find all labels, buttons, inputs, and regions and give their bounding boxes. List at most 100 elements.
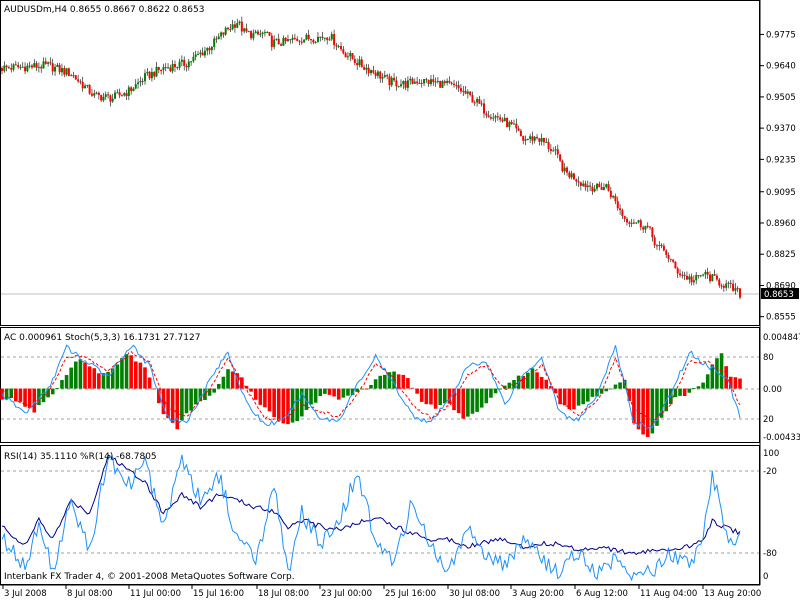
- candle: [35, 60, 38, 72]
- price-tick: 0.8960: [760, 219, 796, 229]
- ac-bar: [290, 388, 295, 423]
- ac-bar: [309, 388, 313, 405]
- candle: [310, 38, 313, 45]
- candle: [568, 170, 571, 179]
- ac-bar: [184, 388, 189, 414]
- candle: [333, 29, 336, 50]
- candle: [351, 52, 354, 60]
- candle: [665, 249, 668, 259]
- candle: [609, 186, 612, 200]
- time-axis: 3 Jul 2008 8 Jul 08:00 11 Jul 00:00 15 J…: [0, 584, 761, 599]
- candle: [536, 134, 539, 140]
- candle: [522, 135, 525, 145]
- price-tick-label: 0.9235: [766, 155, 796, 165]
- candle: [203, 46, 206, 59]
- ac-axis-label-min: -0.00433: [763, 433, 800, 443]
- ac-bar: [526, 372, 530, 389]
- candle: [130, 86, 133, 95]
- candle: [418, 78, 421, 84]
- candle: [674, 261, 677, 269]
- ac-bar: [479, 388, 484, 408]
- candle: [143, 69, 146, 85]
- candle: [739, 288, 741, 300]
- ac-bar: [230, 371, 235, 389]
- candle: [19, 64, 22, 70]
- candle: [439, 80, 442, 88]
- time-label: 8 Jul 08:00: [65, 585, 113, 599]
- ac-bar: [212, 388, 216, 393]
- ac-bar: [129, 355, 133, 389]
- candle: [388, 73, 391, 91]
- ac-bar: [715, 358, 719, 389]
- candle: [499, 114, 502, 123]
- candle: [10, 63, 13, 73]
- candle: [305, 32, 308, 41]
- ac-bar: [396, 374, 401, 389]
- candle: [736, 286, 739, 293]
- current-price-label: 0.8653: [764, 290, 794, 300]
- ac-bar: [14, 388, 18, 402]
- candle: [386, 73, 389, 80]
- candle: [466, 89, 469, 99]
- ac-bar: [323, 388, 327, 394]
- ac-bar: [207, 388, 212, 396]
- candle: [328, 36, 331, 41]
- candle: [655, 243, 658, 250]
- candle: [125, 89, 128, 101]
- candle: [607, 180, 610, 192]
- time-label-text: 18 Jul 08:00: [258, 589, 309, 599]
- candle: [729, 280, 732, 289]
- candle: [134, 79, 137, 90]
- candle: [270, 32, 273, 51]
- price-tick-label: 0.9640: [766, 62, 796, 72]
- candle: [722, 283, 725, 292]
- candle: [298, 40, 301, 46]
- candle: [704, 269, 707, 279]
- rsi-axis-label-minus-80: -80: [763, 549, 777, 559]
- candle: [51, 58, 54, 76]
- ac-bar: [604, 388, 609, 392]
- ac-bar: [632, 388, 636, 424]
- ac-bar: [364, 388, 369, 390]
- candle: [28, 61, 31, 69]
- candle: [621, 208, 624, 220]
- time-label: 30 Jul 08:00: [447, 585, 500, 599]
- candle: [706, 267, 709, 279]
- ac-bar: [415, 388, 419, 394]
- candle: [584, 180, 587, 191]
- candle: [33, 59, 36, 68]
- candle: [208, 46, 211, 55]
- price-axis: 0.9775 0.9640 0.9505 0.9370 0.9235 0.9095 0.89…: [760, 30, 796, 323]
- time-label: 11 Jul 00:00: [128, 585, 181, 599]
- ac-bar: [410, 387, 415, 389]
- candle: [259, 29, 262, 38]
- candle: [254, 29, 257, 34]
- candle: [531, 131, 534, 145]
- price-tick: 0.8825: [760, 250, 796, 260]
- candle: [658, 240, 661, 251]
- ac-bar: [41, 388, 46, 403]
- candle: [653, 234, 656, 248]
- main-price-panel[interactable]: AUDUSDm,H4 0.8655 0.8667 0.8622 0.8653 0…: [0, 0, 800, 326]
- candle: [589, 181, 592, 191]
- candle: [86, 84, 89, 88]
- candle: [97, 91, 100, 100]
- ac-bar: [383, 374, 387, 389]
- ac-bar: [189, 388, 193, 411]
- rsi-wpr-panel[interactable]: RSI(14) 35.1110 %R(14) -68.7805 Interban…: [0, 445, 780, 585]
- candle: [169, 64, 172, 73]
- rsi-axis: 100 -20 -80 0: [763, 449, 779, 582]
- ac-bar: [124, 354, 129, 389]
- price-tick-label: 0.9505: [766, 93, 796, 103]
- candle: [88, 84, 91, 95]
- ac-bar: [244, 385, 249, 389]
- candle: [637, 219, 640, 224]
- candle: [628, 220, 631, 228]
- candle: [446, 78, 449, 86]
- ac-bar: [272, 388, 276, 418]
- candle: [577, 176, 580, 188]
- candle: [457, 80, 460, 92]
- time-label: 6 Aug 12:00: [574, 585, 628, 599]
- ac-stoch-panel[interactable]: AC 0.000961 Stoch(5,3,3) 16.1731 27.7127…: [0, 327, 800, 444]
